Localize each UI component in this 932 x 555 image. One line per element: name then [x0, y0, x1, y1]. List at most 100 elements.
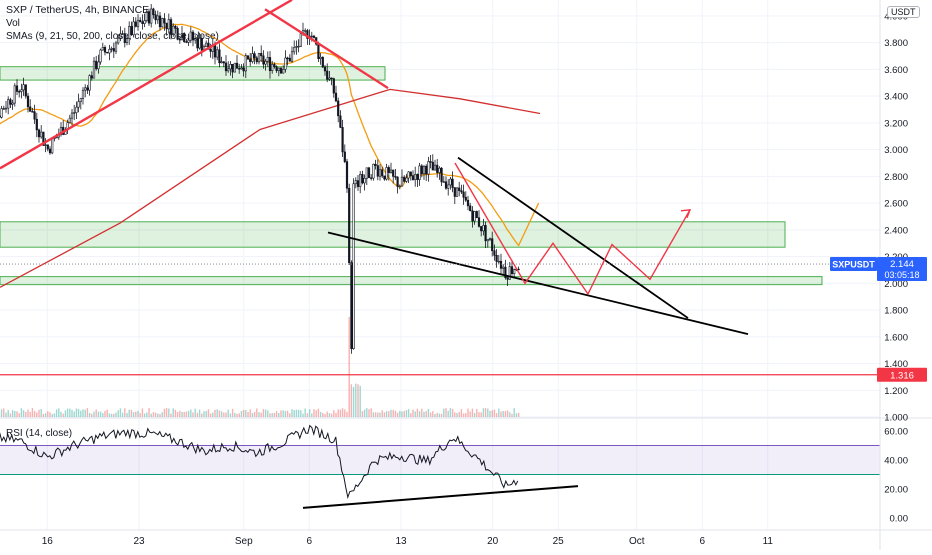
candle-body	[342, 127, 344, 152]
volume-bar	[472, 409, 473, 417]
volume-bar	[329, 413, 330, 417]
volume-bar	[318, 409, 319, 417]
volume-bar	[333, 410, 334, 417]
volume-bar	[397, 413, 398, 417]
volume-bar	[353, 387, 354, 417]
volume-bar	[234, 413, 235, 417]
volume-bar	[412, 410, 413, 417]
rsi-label: RSI (14, close)	[6, 428, 72, 439]
volume-bar	[382, 410, 383, 417]
candle-body	[500, 261, 502, 268]
candle-body	[21, 90, 23, 92]
volume-bar	[137, 411, 138, 417]
candle-body	[379, 170, 381, 177]
candle-body	[276, 67, 278, 71]
volume-bar	[379, 413, 380, 417]
candle-body	[487, 239, 489, 241]
volume-bar	[346, 412, 347, 417]
volume-bar	[465, 413, 466, 417]
volume-bar	[280, 410, 281, 417]
volume-bar	[421, 409, 422, 417]
volume-bar	[417, 409, 418, 417]
candle-body	[359, 174, 361, 186]
volume-bar	[153, 412, 154, 417]
volume-bar	[157, 413, 158, 417]
volume-bar	[27, 410, 28, 417]
volume-bar	[16, 411, 17, 417]
candle-body	[84, 88, 86, 90]
volume-bar	[496, 413, 497, 417]
price-tick-label: 2.800	[884, 172, 908, 183]
price-tick-label: 2.400	[884, 225, 908, 236]
candle-body	[225, 63, 227, 71]
candle-body	[489, 239, 491, 240]
candle-body	[399, 186, 401, 187]
volume-bar	[100, 411, 101, 417]
drawings[interactable]	[0, 0, 880, 375]
volume-bar	[261, 413, 262, 417]
volume-bar	[93, 412, 94, 417]
volume-bar	[58, 408, 59, 417]
volume-bar	[190, 410, 191, 417]
candle-body	[318, 44, 320, 58]
candle-body	[214, 45, 216, 57]
candle-body	[366, 168, 368, 179]
candle-body	[260, 53, 262, 56]
candle-body	[100, 50, 102, 62]
candle-body	[265, 61, 267, 64]
candle-body	[82, 90, 84, 98]
candle-body	[296, 46, 298, 47]
candle-body	[364, 178, 366, 183]
currency-badge[interactable]: USDT	[887, 6, 920, 18]
candle-body	[115, 43, 117, 51]
volume-bar	[368, 409, 369, 417]
volume-bar	[195, 409, 196, 417]
candle-body	[425, 166, 427, 174]
time-tick-label: 16	[42, 536, 54, 547]
candle-body	[329, 78, 331, 79]
volume-bar	[21, 408, 22, 417]
candle-body	[373, 164, 375, 178]
volume-bar	[258, 412, 259, 417]
volume-bar	[210, 413, 211, 417]
volume-bar	[445, 408, 446, 417]
candle-body	[443, 182, 445, 183]
volume-bar	[492, 410, 493, 417]
volume-bar	[344, 409, 345, 417]
price-tick-label: 3.400	[884, 92, 908, 103]
support-zone	[0, 222, 785, 247]
candle-body	[14, 86, 16, 103]
candle-body	[406, 178, 408, 181]
volume-bar	[113, 414, 114, 417]
candle-body	[320, 57, 322, 58]
volume-bar	[509, 412, 510, 417]
candle-body	[502, 267, 504, 268]
volume-bar	[3, 408, 4, 417]
candle-body	[298, 46, 300, 47]
volume-bar	[298, 410, 299, 417]
volume-bar	[38, 410, 39, 417]
volume-bar	[342, 408, 343, 417]
volume-bar	[430, 413, 431, 417]
candle-body	[494, 251, 496, 256]
symbol-title: SXP / TetherUS, 4h, BINANCE	[6, 4, 219, 17]
volume-bar	[228, 410, 229, 417]
time-tick-label: 20	[487, 536, 499, 547]
candle-body	[428, 161, 430, 174]
volume-bar	[146, 413, 147, 417]
volume-bar	[201, 414, 202, 417]
candle-body	[381, 170, 383, 176]
volume-bars	[0, 317, 519, 417]
volume-bar	[5, 413, 6, 417]
volume-bar	[159, 414, 160, 417]
candle-body	[384, 176, 386, 179]
candle-body	[18, 91, 20, 92]
candle-body	[357, 181, 359, 187]
volume-bar	[377, 413, 378, 417]
candle-body	[507, 278, 509, 280]
candle-body	[227, 69, 229, 71]
volume-bar	[151, 414, 152, 417]
volume-bar	[461, 409, 462, 417]
